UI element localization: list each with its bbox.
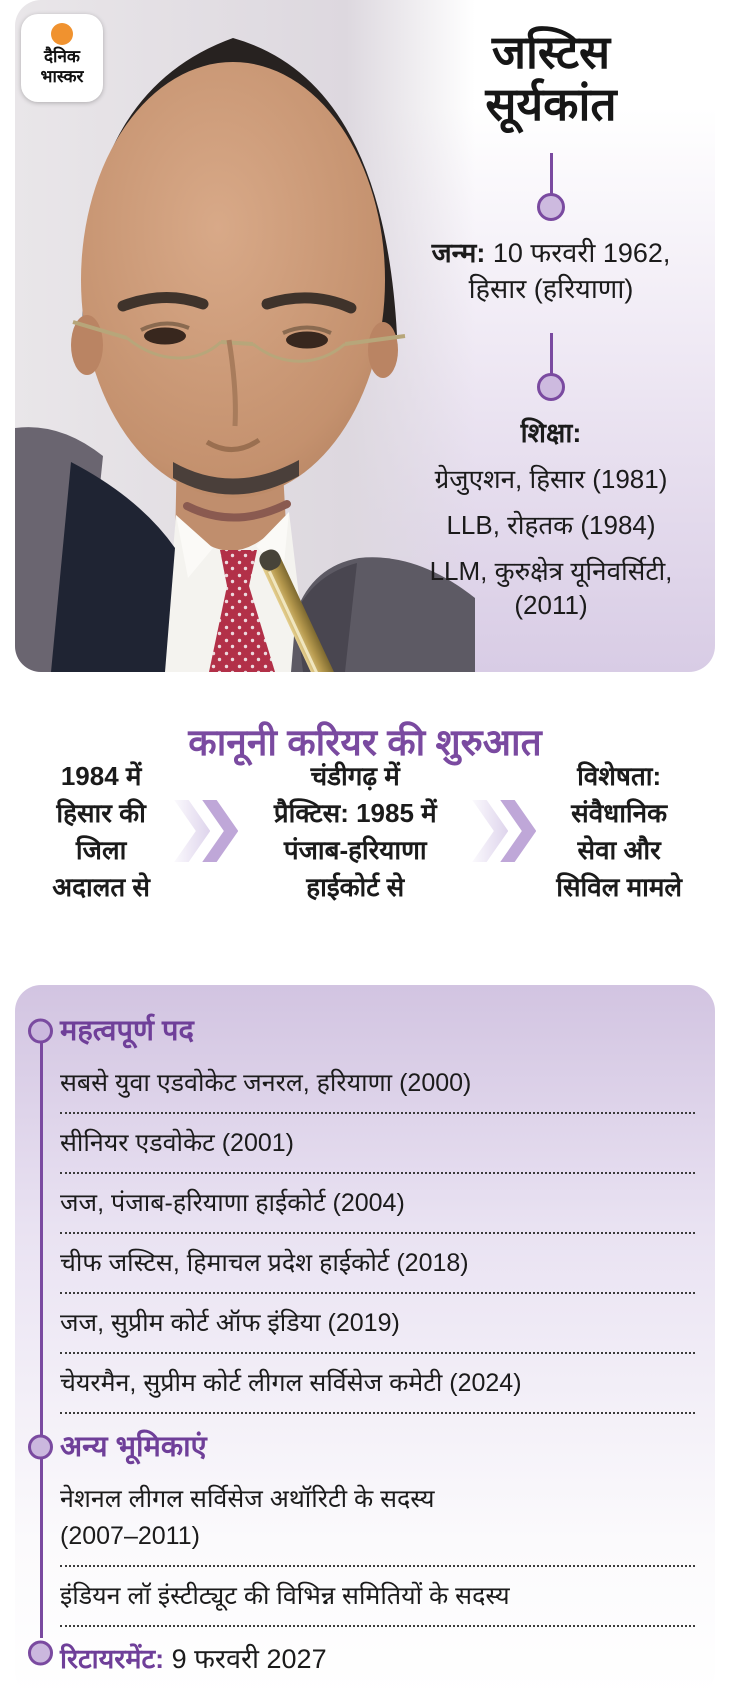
step-line: पंजाब-हरियाणा (283, 835, 427, 865)
birth-info: जन्म: 10 फरवरी 1962, हिसार (हरियाणा) (383, 235, 715, 307)
list-item: सबसे युवा एडवोकेट जनरल, हरियाणा (2000) (60, 1054, 695, 1114)
title-line2: सूर्यकांत (485, 78, 617, 131)
chevron-right-icon (174, 800, 211, 862)
timeline-line (39, 1031, 43, 1638)
education-list: ग्रेजुएशन, हिसार (1981) LLB, रोहतक (1984… (383, 462, 715, 622)
list-item: जज, सुप्रीम कोर्ट ऑफ इंडिया (2019) (60, 1294, 695, 1354)
arrow-separator (472, 800, 537, 862)
step-line: जिला (75, 835, 127, 865)
birth-value: 10 फरवरी 1962, (485, 237, 671, 268)
other-roles-heading: अन्य भूमिकाएं (60, 1428, 695, 1466)
step-line: अदालत से (52, 872, 150, 902)
logo-text-line1: दैनिक (44, 47, 80, 66)
step-line: सिविल मामले (556, 872, 683, 902)
step-line: चंडीगढ़ में (310, 761, 400, 791)
birth-label: जन्म: (431, 237, 486, 268)
step-line: 1984 में (60, 761, 142, 791)
list-item: चीफ जस्टिस, हिमाचल प्रदेश हाईकोर्ट (2018… (60, 1234, 695, 1294)
career-section-heading: कानूनी करियर की शुरुआत (188, 721, 542, 763)
timeline-line (549, 152, 553, 195)
career-step-1: 1984 में हिसार की जिला अदालत से (28, 758, 174, 906)
step-line: हाईकोर्ट से (306, 872, 405, 902)
step-line: सेवा और (577, 835, 661, 865)
step-line: प्रैक्टिस: 1985 में (273, 798, 437, 828)
portrait-photo (15, 0, 475, 672)
timeline-connector-dot (537, 372, 565, 401)
step-line: विशेषता: (577, 761, 662, 791)
career-step-2: चंडीगढ़ में प्रैक्टिस: 1985 में पंजाब-हर… (238, 758, 472, 906)
career-step-3: विशेषता: संवैधानिक सेवा और सिविल मामले (536, 758, 702, 906)
positions-heading: महत्वपूर्ण पद (60, 1012, 695, 1050)
list-item: चेयरमैन, सुप्रीम कोर्ट लीगल सर्विसेज कमे… (60, 1354, 695, 1414)
education-item: ग्रेजुएशन, हिसार (1981) (434, 463, 668, 494)
education-label: शिक्षा: (520, 417, 582, 448)
retirement-value: 9 फरवरी 2027 (164, 1644, 327, 1674)
list-item: जज, पंजाब-हरियाणा हाईकोर्ट (2004) (60, 1174, 695, 1234)
profile-info-column: जस्टिस सूर्यकांत जन्म: 10 फरवरी 1962, हि… (383, 0, 715, 622)
education-item: LLB, रोहतक (1984) (446, 509, 656, 540)
dainik-bhaskar-logo: दैनिक भास्कर (21, 14, 103, 102)
career-steps-row: 1984 में हिसार की जिला अदालत से चंडीगढ़ … (0, 758, 730, 906)
other-roles-list: नेशनल लीगल सर्विसेज अथॉरिटी के सदस्य (20… (60, 1470, 695, 1627)
list-item: नेशनल लीगल सर्विसेज अथॉरिटी के सदस्य (20… (60, 1470, 695, 1567)
retirement-label: रिटायरमेंट: (60, 1644, 165, 1674)
positions-list: सबसे युवा एडवोकेट जनरल, हरियाणा (2000) स… (60, 1054, 695, 1414)
positions-panel: महत्वपूर्ण पद सबसे युवा एडवोकेट जनरल, हर… (15, 985, 715, 1698)
step-line: हिसार की (56, 798, 146, 828)
arrow-separator (174, 800, 239, 862)
logo-sun-icon (51, 23, 73, 45)
chevron-right-icon (472, 800, 509, 862)
timeline-connector-dot (537, 192, 565, 221)
timeline-line (549, 332, 553, 375)
timeline-connector (383, 152, 715, 221)
education-item: LLM, कुरुक्षेत्र यूनिवर्सिटी, (2011) (429, 555, 673, 620)
list-item: इंडियन लॉ इंस्टीट्यूट की विभिन्न समितियो… (60, 1567, 695, 1627)
retirement-row: रिटायरमेंट: 9 फरवरी 2027 (60, 1627, 695, 1678)
page-title: जस्टिस सूर्यकांत (383, 26, 715, 131)
title-line1: जस्टिस (491, 26, 611, 78)
step-line: संवैधानिक (571, 798, 668, 828)
profile-card: दैनिक भास्कर जस्टिस सूर्यकांत जन्म: 10 फ… (15, 0, 715, 672)
timeline-connector (383, 332, 715, 401)
birth-line2: हिसार (हरियाणा) (468, 273, 634, 304)
list-item: सीनियर एडवोकेट (2001) (60, 1114, 695, 1174)
logo-text-line2: भास्कर (40, 67, 84, 86)
